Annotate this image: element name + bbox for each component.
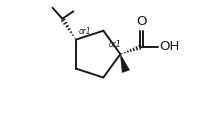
Text: or1: or1 [109,40,121,49]
Polygon shape [120,54,130,73]
Text: O: O [136,15,147,28]
Text: OH: OH [159,40,179,53]
Text: or1: or1 [79,27,91,36]
